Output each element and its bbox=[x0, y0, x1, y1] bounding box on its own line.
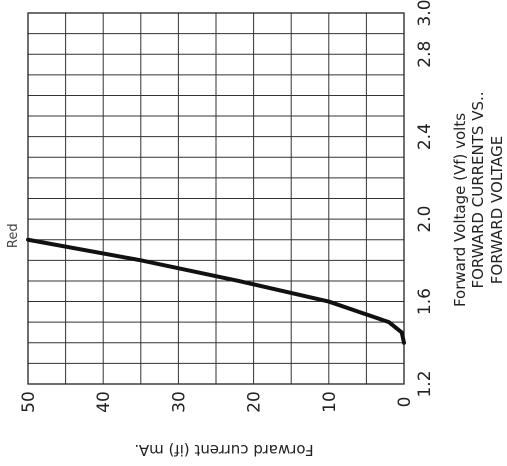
current-tick-label: 30 bbox=[169, 391, 189, 413]
voltage-tick-label: 2.0 bbox=[415, 206, 435, 233]
current-tick-label: 10 bbox=[320, 391, 340, 413]
current-tick-label: 50 bbox=[19, 391, 39, 413]
plot-grid bbox=[28, 13, 404, 384]
current-tick-label: 0 bbox=[395, 397, 415, 408]
current-tick-label: 40 bbox=[94, 391, 114, 413]
plot-frame bbox=[27, 12, 405, 385]
voltage-tick-label: 1.2 bbox=[415, 370, 435, 397]
voltage-tick-label: 2.4 bbox=[415, 123, 435, 150]
voltage-tick-label: 1.6 bbox=[415, 288, 435, 315]
chart-title-line-1: FORWARD CURRENTS VS.. bbox=[469, 91, 487, 288]
voltage-tick-label: 3.0 bbox=[415, 0, 435, 27]
voltage-tick-label: 2.8 bbox=[415, 41, 435, 68]
x-axis-label: Forward Voltage (Vf) volts bbox=[451, 113, 469, 307]
y-axis-label: Forward current (if) mA. bbox=[134, 441, 313, 459]
series-label-red: Red bbox=[6, 223, 21, 248]
tick-labels: 50 40 30 20 10 01.2 1.6 2.0 2.4 2.8 3.0 bbox=[19, 0, 435, 413]
current-tick-label: 20 bbox=[245, 391, 265, 413]
series-line-red bbox=[26, 237, 406, 345]
chart-marks: Red bbox=[6, 223, 406, 345]
chart-title-line-2: FORWARD VOLTAGE bbox=[488, 136, 506, 284]
